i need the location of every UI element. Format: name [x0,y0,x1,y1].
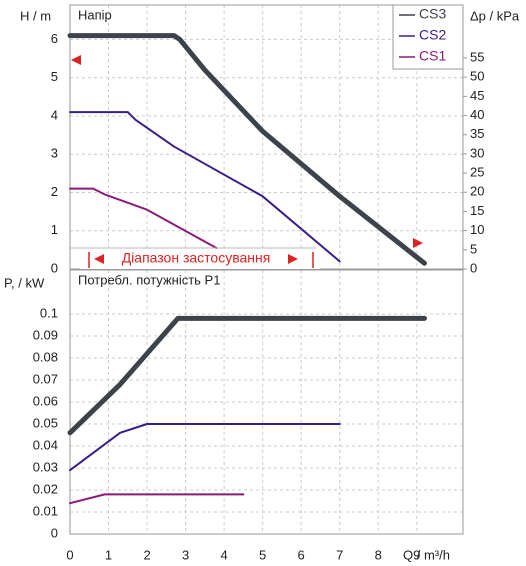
y2-tick-label: 25 [470,165,484,180]
y2-tick-label: 35 [470,126,484,141]
marker [71,55,81,65]
x-tick-label: 7 [336,547,343,562]
y-tick-label: 2 [51,184,58,199]
legend-label: CS3 [419,6,446,22]
series-line [69,111,341,263]
y2-axis-label: Δp / kPa [470,8,520,23]
x-tick-label: 5 [259,547,266,562]
y-tick-label: 0.02 [33,481,58,496]
y-tick-label: 6 [51,31,58,46]
y-tick-label: 5 [51,69,58,84]
series-line [69,423,341,472]
panel-title: Напір [78,7,112,22]
x-axis-label: Q / m³/h [403,547,450,562]
x-tick-label: 4 [221,547,228,562]
y2-tick-label: 15 [470,203,484,218]
panel [69,270,463,535]
y2-tick-label: 20 [470,184,484,199]
x-tick-label: 1 [105,547,112,562]
y-tick-label: 1 [51,222,58,237]
legend-label: CS2 [419,27,446,43]
plot-frame [69,269,464,535]
series-line [67,315,427,436]
x-tick-label: 9 [413,547,420,562]
y-axis-label: P, / kW [4,275,45,290]
series-line [69,187,218,249]
panel-title: Потребл. потужність P1 [78,272,220,287]
y-axis-label: H / m [20,8,51,23]
annotation: Діапазон застосування [122,250,271,266]
y-tick-label: 4 [51,107,58,122]
y-tick-label: 0.1 [40,305,58,320]
y2-tick-label: 30 [470,145,484,160]
y-tick-label: 3 [51,146,58,161]
marker [413,238,423,248]
y-tick-label: 0.05 [33,415,58,430]
y2-tick-label: 45 [470,88,484,103]
x-tick-label: 0 [66,547,73,562]
arrow [288,254,298,264]
y-tick-label: 0.09 [33,327,58,342]
y2-tick-label: 55 [470,49,484,64]
range-annotation: Діапазон застосування [70,55,423,269]
series-line [67,33,427,266]
y-tick-label: 0.01 [33,503,58,518]
y2-tick-label: 40 [470,107,484,122]
x-tick-label: 6 [298,547,305,562]
x-tick-label: 2 [143,547,150,562]
y-tick-label: 0.06 [33,393,58,408]
y-tick-label: 0.03 [33,459,58,474]
y2-tick-label: 0 [470,260,477,275]
x-tick-label: 8 [375,547,382,562]
y-tick-label: 0.08 [33,349,58,364]
arrow [94,254,104,264]
series-line [69,493,245,505]
legend-label: CS1 [419,48,446,64]
y-tick-label: 0.07 [33,371,58,386]
range-box [80,249,320,269]
x-tick-label: 3 [182,547,189,562]
y2-tick-label: 50 [470,69,484,84]
y2-tick-label: 10 [470,222,484,237]
y-tick-label: 0.04 [33,437,58,452]
y2-tick-label: 5 [470,241,477,256]
y-tick-label: 0 [51,260,58,275]
y-tick-label: 0 [51,525,58,540]
